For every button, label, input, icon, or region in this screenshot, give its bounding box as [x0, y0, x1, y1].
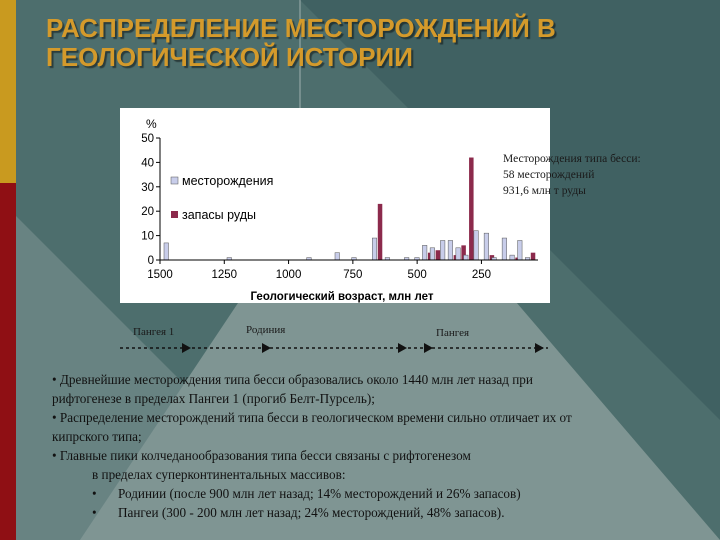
- x-tick-label: 1000: [276, 269, 302, 281]
- bar-deposits: [501, 237, 507, 261]
- paragraph-1-line-2: рифтогенезе в пределах Пангеи 1 (прогиб …: [52, 391, 375, 406]
- annotation-line-3: 931,6 млн т руды: [503, 185, 586, 197]
- bar-reserves: [435, 250, 441, 260]
- sub-bullet-rodinia: • Родинии (после 900 млн лет назад; 14% м…: [52, 484, 702, 503]
- bar-deposits: [440, 240, 446, 261]
- legend-label-reserves: запасы руды: [182, 208, 256, 222]
- bar-deposits: [463, 254, 469, 261]
- y-tick-label: 10: [141, 231, 154, 243]
- legend-swatch-reserves: [171, 211, 178, 218]
- bar-reserves: [469, 157, 474, 260]
- title-line-2: ГЕОЛОГИЧЕСКОЙ ИСТОРИИ: [46, 42, 413, 72]
- x-tick-label: 1500: [147, 269, 173, 281]
- y-tick-label: 50: [141, 133, 154, 145]
- bar-deposits: [422, 245, 428, 261]
- chart-annotation: Месторождения типа бесси: 58 месторожден…: [503, 151, 703, 199]
- annotation-line-2: 58 месторождений: [503, 169, 595, 181]
- bar-reserves: [461, 245, 466, 260]
- annotation-line-1: Месторождения типа бесси:: [503, 153, 641, 165]
- bar-deposits: [483, 232, 489, 261]
- legend-swatch-deposits: [170, 176, 179, 185]
- bar-deposits: [334, 252, 340, 261]
- x-tick-label: 750: [343, 269, 362, 281]
- x-tick-label: 1250: [211, 269, 237, 281]
- x-axis-label: Геологический возраст, млн лет: [251, 291, 434, 303]
- y-tick-label: 20: [141, 206, 154, 218]
- bar-reserves: [530, 252, 536, 260]
- bar-deposits: [517, 240, 523, 261]
- bar-deposits: [509, 254, 515, 261]
- deposits-distribution-chart: % 0 10 20 30 40 50 1500 1250 1000 750 500 250 мест…: [141, 117, 538, 303]
- timeline-label-rodinia: Родиния: [246, 324, 286, 336]
- bar-deposits: [473, 230, 479, 261]
- chart-panel: [120, 108, 550, 303]
- paragraph-2-line-2: кипрского типа;: [52, 429, 142, 444]
- title-line-1: РАСПРЕДЕЛЕНИЕ МЕСТОРОЖДЕНИЙ В: [46, 13, 556, 43]
- paragraph-3-line-2: в пределах суперконтинентальных массивов…: [92, 467, 346, 482]
- slide-title: РАСПРЕДЕЛЕНИЕ МЕСТОРОЖДЕНИЙ В ГЕОЛОГИЧЕС…: [46, 14, 686, 72]
- left-accent-bar-top: [0, 0, 16, 183]
- paragraph-2-line-1: • Распределение месторождений типа бесси…: [52, 410, 572, 425]
- legend: месторождения запасы руды: [170, 174, 273, 222]
- x-tick-label: 250: [472, 269, 491, 281]
- left-accent-bar-bottom: [0, 183, 16, 540]
- sub-bullet-rodinia-text: Родинии (после 900 млн лет назад; 14% ме…: [118, 486, 521, 501]
- bar-deposits: [372, 237, 378, 261]
- sub-bullet-pangea-text: Пангеи (300 - 200 млн лет назад; 24% мес…: [118, 505, 505, 520]
- paragraph-3-line-1: • Главные пики колчеданообразования типа…: [52, 448, 471, 463]
- y-tick-label: 0: [148, 255, 154, 267]
- paragraph-1-line-1: • Древнейшие месторождения типа бесси об…: [52, 372, 533, 387]
- legend-label-deposits: месторождения: [182, 174, 273, 188]
- y-tick-label: 40: [141, 157, 154, 169]
- sub-bullet-marker: •: [92, 505, 97, 520]
- x-tick-label: 500: [408, 269, 427, 281]
- timeline-label-pangea-1: Пангея 1: [133, 326, 175, 338]
- slide-body-text: • Древнейшие месторождения типа бесси об…: [52, 370, 702, 522]
- bar-deposits: [163, 242, 169, 261]
- bar-deposits: [447, 240, 453, 261]
- sub-bullet-marker: •: [92, 486, 97, 501]
- y-axis-label: %: [146, 117, 157, 131]
- bar-reserves: [377, 203, 383, 260]
- timeline-label-pangea: Пангея: [436, 327, 470, 339]
- bar-deposits: [429, 247, 435, 261]
- sub-bullet-pangea: • Пангеи (300 - 200 млн лет назад; 24% ме…: [52, 503, 702, 522]
- bar-deposits: [455, 247, 461, 261]
- y-tick-label: 30: [141, 182, 154, 194]
